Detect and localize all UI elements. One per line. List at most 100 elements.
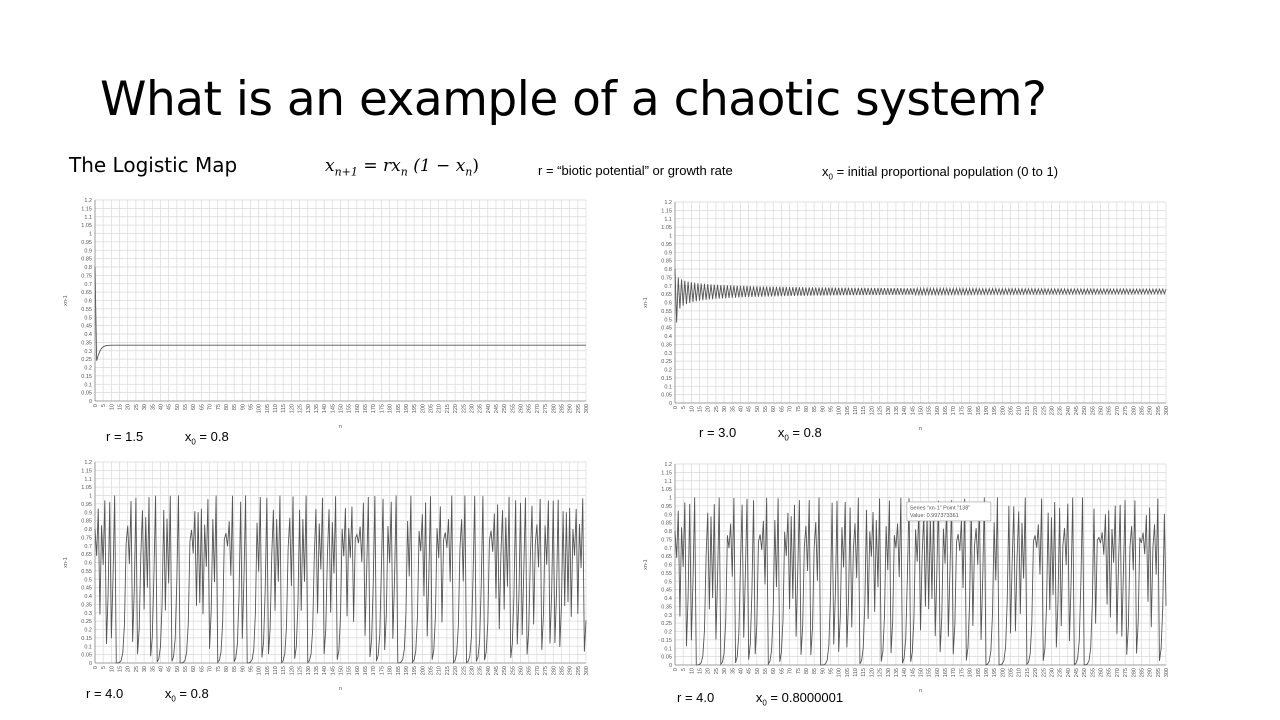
y-tick-label: 0.15 <box>661 638 672 644</box>
y-tick-label: 0.9 <box>664 512 672 518</box>
y-tick-label: 0.25 <box>661 621 672 627</box>
x-tick-label: 220 <box>1033 406 1039 415</box>
x-tick-label: 125 <box>878 406 884 415</box>
x-tick-label: 40 <box>738 406 744 412</box>
x-axis-title: n <box>339 424 342 430</box>
x-tick-label: 185 <box>976 406 982 415</box>
y-tick-label: 0.75 <box>661 275 672 281</box>
x-tick-label: 235 <box>1058 406 1064 415</box>
formula-equals: = <box>363 156 378 176</box>
x-tick-label: 175 <box>959 406 965 415</box>
x-tick-label: 85 <box>812 668 818 674</box>
x-tick-label: 220 <box>1033 668 1039 677</box>
chart-r40-b: 0 0.05 0.1 0.15 0.2 0.25 0.3 0.35 0.4 0.45 0.5 0.55… <box>640 460 1170 696</box>
x-tick-label: 5 <box>681 406 687 409</box>
x-tick-label: 40 <box>158 404 164 410</box>
x-tick-label: 0 <box>673 668 679 671</box>
y-tick-label: 0.75 <box>81 535 92 541</box>
x-tick-label: 180 <box>388 404 394 413</box>
y-tick-label: 1 <box>89 232 92 238</box>
x-tick-label: 35 <box>150 404 156 410</box>
x-tick-label: 115 <box>861 406 867 415</box>
x-tick-label: 190 <box>984 668 990 677</box>
x-tick-label: 20 <box>706 406 712 412</box>
y-tick-label: 0.65 <box>661 554 672 560</box>
x-tick-label: 275 <box>1123 668 1129 677</box>
x-tick-label: 260 <box>1099 668 1105 677</box>
x-tick-label: 130 <box>886 668 892 677</box>
x-tick-label: 65 <box>779 406 785 412</box>
y-tick-label: 1.1 <box>84 477 92 483</box>
caption-r-value: r = 4.0 <box>86 686 124 701</box>
x-tick-label: 240 <box>486 666 492 675</box>
y-tick-label: 0 <box>669 663 672 669</box>
y-tick-label: 0.85 <box>81 519 92 525</box>
caption-r40-b: r = 4.0 x0 = 0.8000001 <box>677 690 843 708</box>
x-tick-label: 295 <box>576 404 582 413</box>
x-tick-label: 90 <box>820 406 826 412</box>
caption-r30: r = 3.0 x0 = 0.8 <box>699 425 822 443</box>
x-tick-label: 190 <box>984 406 990 415</box>
x-tick-label: 140 <box>902 668 908 677</box>
x-tick-label: 240 <box>1066 668 1072 677</box>
y-tick-label: 0.05 <box>81 391 92 397</box>
x-tick-label: 220 <box>453 404 459 413</box>
x-tick-label: 275 <box>543 666 549 675</box>
x-tick-label: 260 <box>519 666 525 675</box>
x-tick-label: 125 <box>298 666 304 675</box>
x-tick-label: 270 <box>1115 668 1121 677</box>
x-tick-label: 145 <box>330 666 336 675</box>
x-tick-label: 105 <box>265 404 271 413</box>
y-tick-label: 0.9 <box>84 248 92 254</box>
x-tick-label: 50 <box>175 666 181 672</box>
x-tick-label: 210 <box>437 666 443 675</box>
y-tick-label: 0.8 <box>84 265 92 271</box>
y-tick-label: 0.25 <box>81 357 92 363</box>
x-tick-label: 130 <box>306 404 312 413</box>
y-tick-label: 1.15 <box>661 470 672 476</box>
x-tick-label: 80 <box>224 666 230 672</box>
x-tick-label: 35 <box>150 666 156 672</box>
x-tick-label: 85 <box>232 666 238 672</box>
x-tick-label: 280 <box>551 404 557 413</box>
x-tick-label: 20 <box>126 666 132 672</box>
y-tick-label: 0.6 <box>664 301 672 307</box>
y-tick-label: 0.6 <box>84 299 92 305</box>
x-tick-label: 145 <box>330 404 336 413</box>
caption-x0-value: x0 = 0.8 <box>184 429 229 447</box>
x-tick-label: 120 <box>869 668 875 677</box>
x-tick-label: 225 <box>461 404 467 413</box>
x-tick-label: 205 <box>429 666 435 675</box>
y-tick-label: 0.9 <box>84 510 92 516</box>
x-tick-label: 175 <box>379 404 385 413</box>
chart-r15: 0 0.05 0.1 0.15 0.2 0.25 0.3 0.35 0.4 0.45 0.5 0.55… <box>60 196 590 432</box>
x-tick-label: 15 <box>698 668 704 674</box>
x-tick-label: 150 <box>919 406 925 415</box>
x-tick-label: 10 <box>109 404 115 410</box>
x-tick-label: 255 <box>1090 668 1096 677</box>
y-tick-label: 1.2 <box>664 200 672 206</box>
x-tick-label: 25 <box>714 406 720 412</box>
x-tick-label: 110 <box>853 406 859 415</box>
x-tick-label: 5 <box>101 404 107 407</box>
y-tick-label: 0.5 <box>664 579 672 585</box>
formula-lhs-sub: n+1 <box>334 165 358 179</box>
caption-r-value: r = 4.0 <box>677 690 715 705</box>
y-tick-label: 0.1 <box>84 644 92 650</box>
x-tick-label: 125 <box>298 404 304 413</box>
y-tick-label: 0.8 <box>664 529 672 535</box>
x-tick-label: 165 <box>363 666 369 675</box>
y-tick-label: 0.75 <box>81 273 92 279</box>
y-tick-label: 1.05 <box>661 487 672 493</box>
x-tick-label: 205 <box>1009 406 1015 415</box>
x-tick-label: 180 <box>968 668 974 677</box>
y-tick-label: 0.1 <box>664 384 672 390</box>
x-tick-label: 140 <box>322 666 328 675</box>
formula-paren-sub: n <box>465 165 473 179</box>
x-tick-label: 140 <box>902 406 908 415</box>
x-tick-label: 300 <box>584 404 590 413</box>
x-tick-label: 60 <box>191 404 197 410</box>
y-tick-label: 0.95 <box>81 240 92 246</box>
x-tick-label: 265 <box>1107 668 1113 677</box>
series-line <box>674 497 1167 666</box>
